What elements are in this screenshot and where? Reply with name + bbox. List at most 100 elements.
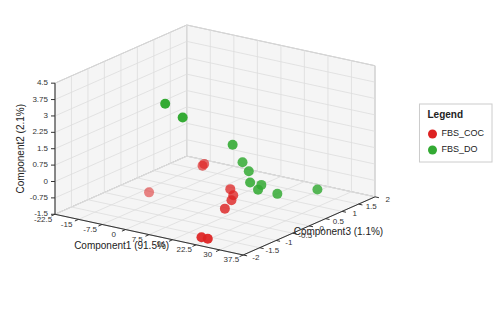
grid-line [187, 25, 375, 66]
chart: -22.5-15-7.507.51522.53037.5-2-1.5-1-0.5… [0, 0, 500, 326]
grid-line [154, 171, 342, 212]
tick [51, 181, 55, 182]
point [144, 187, 154, 197]
tick [51, 83, 55, 84]
grid-line [187, 140, 375, 181]
legend-marker [428, 146, 437, 155]
point [253, 185, 263, 195]
tick [169, 240, 173, 242]
axis-label: Component3 (1.1%) [294, 226, 384, 237]
tick-label: -0.75 [30, 193, 49, 202]
tick [342, 211, 346, 213]
point [245, 177, 255, 187]
grid-line [187, 58, 375, 99]
tick-label: -2 [252, 253, 260, 262]
grid-line [187, 123, 375, 164]
tick [240, 255, 244, 257]
legend: Legend FBS_COC FBS_DO [419, 104, 492, 162]
legend-box [419, 104, 492, 162]
point [203, 234, 213, 244]
tick [51, 148, 55, 149]
tick-label: 22.5 [176, 245, 192, 254]
tick-label: 37.5 [224, 255, 240, 264]
tick-label: 0.5 [333, 217, 345, 226]
grid-line [88, 200, 276, 241]
point [228, 140, 238, 150]
tick-label: -1 [285, 238, 293, 247]
tick [51, 99, 55, 100]
point [238, 157, 248, 167]
tick-label: 4.5 [37, 78, 49, 87]
grid-line [55, 140, 187, 198]
grid-line [55, 74, 187, 132]
grid-line [55, 123, 187, 181]
legend-label: FBS_COC [441, 128, 484, 138]
legend-title: Legend [427, 109, 463, 120]
tick [276, 240, 280, 242]
tick [359, 204, 363, 206]
tick [98, 224, 102, 226]
point [312, 185, 322, 195]
grid-line [55, 41, 187, 99]
tick-label: 0 [44, 177, 49, 186]
legend-marker [428, 130, 437, 139]
tick-label: 0 [111, 230, 116, 239]
x-axis: -22.5-15-7.507.51522.53037.5 [34, 214, 243, 264]
domain [55, 214, 243, 255]
grid-line [187, 41, 375, 82]
grid-line [55, 91, 187, 149]
axis-label: Component1 (91.5%) [74, 240, 169, 251]
grid-line [170, 163, 358, 204]
axis-label: Component2 (2.1%) [15, 104, 26, 194]
grid-line [104, 192, 292, 233]
grid-line [55, 156, 187, 214]
point [198, 161, 208, 171]
tick-label: 1.5 [37, 144, 49, 153]
tick-label: -1.5 [265, 246, 279, 255]
grid-line [121, 185, 309, 226]
tick-label: 3 [44, 111, 49, 120]
grid-line [55, 107, 187, 165]
points [144, 99, 322, 244]
legend-label: FBS_DO [441, 144, 477, 154]
tick [122, 230, 126, 232]
grid-line [187, 107, 375, 148]
grid [55, 25, 375, 255]
point [226, 195, 236, 205]
grid-line [55, 25, 187, 83]
grid-line [55, 214, 243, 255]
pane [55, 156, 375, 255]
tick [145, 235, 149, 237]
tick [326, 218, 330, 220]
tick-label: -1.5 [34, 209, 48, 218]
tick [216, 250, 220, 252]
panes [55, 25, 375, 255]
point [272, 189, 282, 199]
point [220, 204, 230, 214]
tick-label: 1.5 [366, 202, 378, 211]
axes: -22.5-15-7.507.51522.53037.5-2-1.5-1-0.5… [30, 78, 391, 264]
tick [51, 165, 55, 166]
tick [243, 254, 247, 256]
y-axis: -2-1.5-1-0.500.511.52 [243, 195, 390, 262]
z-axis: -1.5 -0.75 0 0.75 1.5 2.25 3 3.75 4.5 [30, 78, 55, 218]
tick-label: -7.5 [83, 225, 97, 234]
tick [192, 245, 196, 247]
tick [260, 247, 264, 249]
point [160, 99, 170, 109]
tick-label: -15 [61, 220, 73, 229]
grid-line [137, 178, 325, 219]
tick [51, 115, 55, 116]
tick-label: 2.25 [32, 127, 48, 136]
tick-label: 30 [203, 250, 212, 259]
tick [51, 214, 55, 215]
tick-label: 2 [385, 195, 390, 204]
tick [375, 196, 379, 198]
tick-label: 1 [353, 209, 358, 218]
grid-line [55, 58, 187, 116]
tick-label: 3.75 [32, 95, 48, 104]
tick-label: 0.75 [32, 160, 48, 169]
grid-line [187, 74, 375, 115]
tick [51, 132, 55, 133]
point [178, 112, 188, 122]
